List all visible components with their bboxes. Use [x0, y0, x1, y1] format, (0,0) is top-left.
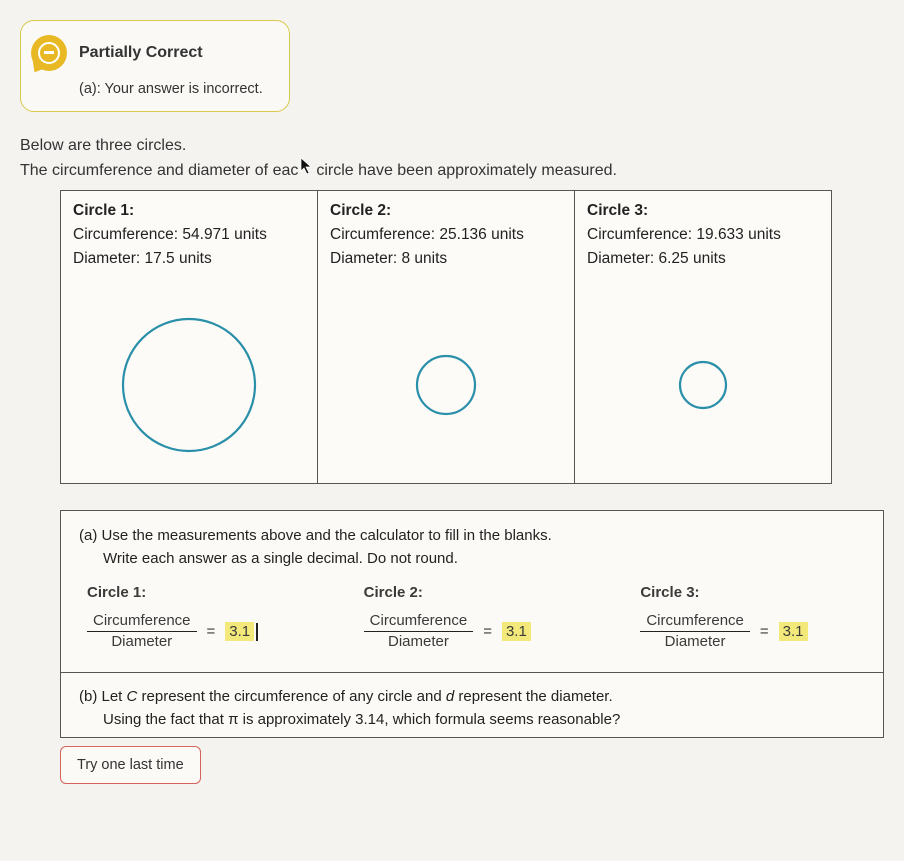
cell-title: Circle 3: — [587, 199, 819, 223]
diameter-label: Diameter: 8 units — [330, 247, 562, 271]
diameter-label: Diameter: 6.25 units — [587, 247, 819, 271]
cell-title: Circle 2: — [330, 199, 562, 223]
circle-cell-3: Circle 3: Circumference: 19.633 units Di… — [575, 191, 832, 484]
circle-cell-1: Circle 1: Circumference: 54.971 units Di… — [61, 191, 318, 484]
part-a: (a) Use the measurements above and the c… — [61, 511, 883, 672]
fraction: Circumference Diameter — [640, 611, 750, 651]
problem-intro: Below are three circles. The circumferen… — [20, 134, 884, 182]
answer-input-2[interactable]: 3.1 — [502, 623, 531, 640]
cell-title: Circle 1: — [73, 199, 305, 223]
intro-line-1: Below are three circles. — [20, 134, 884, 157]
ratio-title: Circle 2: — [364, 584, 581, 601]
circumference-label: Circumference: 54.971 units — [73, 223, 305, 247]
cursor-icon — [300, 157, 314, 182]
ratio-title: Circle 1: — [87, 584, 304, 601]
fraction: Circumference Diameter — [364, 611, 474, 651]
fraction-expr: Circumference Diameter = 3.1 — [640, 611, 857, 651]
ratio-col-3: Circle 3: Circumference Diameter = 3.1 — [640, 584, 857, 651]
answer-input-3[interactable]: 3.1 — [779, 623, 808, 640]
circles-table: Circle 1: Circumference: 54.971 units Di… — [60, 190, 832, 484]
var-c: C — [127, 688, 138, 705]
pi-symbol: π — [228, 711, 238, 728]
feedback-subtext: (a): Your answer is incorrect. — [79, 81, 263, 97]
circle-2-svg — [330, 289, 562, 469]
feedback-header: Partially Correct — [31, 35, 263, 71]
circle-3-svg — [587, 289, 819, 469]
fraction: Circumference Diameter — [87, 611, 197, 651]
circumference-label: Circumference: 19.633 units — [587, 223, 819, 247]
ratio-col-2: Circle 2: Circumference Diameter = 3.1 — [364, 584, 581, 651]
intro-line-2: The circumference and diameter of eaccir… — [20, 157, 884, 182]
feedback-box: Partially Correct (a): Your answer is in… — [20, 20, 290, 112]
ratio-title: Circle 3: — [640, 584, 857, 601]
feedback-title: Partially Correct — [79, 44, 203, 62]
part-a-lead: (a) Use the measurements above and the c… — [79, 525, 865, 570]
try-again-button[interactable]: Try one last time — [60, 746, 201, 784]
fraction-expr: Circumference Diameter = 3.1 — [364, 611, 581, 651]
text-cursor-icon — [256, 623, 258, 641]
var-d: d — [446, 688, 454, 705]
circumference-label: Circumference: 25.136 units — [330, 223, 562, 247]
fraction-expr: Circumference Diameter = 3.1 — [87, 611, 304, 651]
circle-1-svg — [73, 289, 305, 469]
answer-input-1[interactable]: 3.1 — [225, 623, 257, 641]
circle-cell-2: Circle 2: Circumference: 25.136 units Di… — [318, 191, 575, 484]
ratios-row: Circle 1: Circumference Diameter = 3.1 C… — [79, 584, 865, 651]
part-b: (b) Let C represent the circumference of… — [61, 673, 883, 738]
parts-container: (a) Use the measurements above and the c… — [60, 510, 884, 738]
diameter-label: Diameter: 17.5 units — [73, 247, 305, 271]
partial-correct-icon — [31, 35, 67, 71]
ratio-col-1: Circle 1: Circumference Diameter = 3.1 — [87, 584, 304, 651]
